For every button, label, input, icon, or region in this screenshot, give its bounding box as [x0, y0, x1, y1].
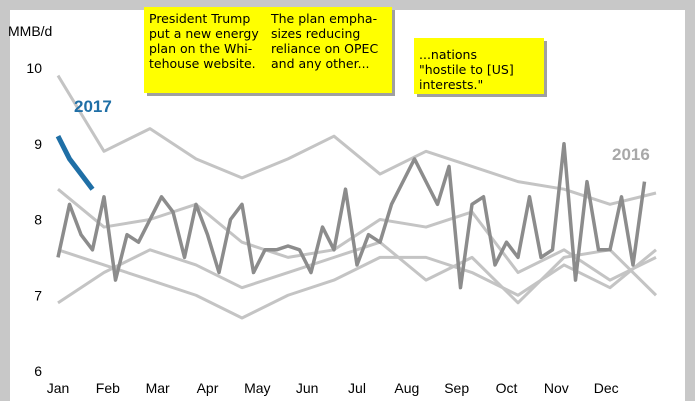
series-2016-label: 2016 [612, 145, 650, 164]
x-tick-label: Apr [197, 380, 219, 396]
annotation-note-2: The plan empha- sizes reducing reliance … [266, 7, 392, 93]
x-tick-label: Jun [296, 380, 319, 396]
y-tick-label: 7 [34, 287, 42, 303]
annotation-note-3: ...nations "hostile to [US] interests." [414, 38, 544, 94]
y-tick-label: 8 [34, 212, 42, 228]
series-2017-line [55, 135, 95, 191]
y-tick-label: 10 [26, 60, 42, 76]
x-tick-label: Sep [444, 380, 469, 396]
history-series-line [57, 240, 658, 305]
y-tick-label: 9 [34, 136, 42, 152]
history-series-line [56, 74, 657, 206]
history-series-line [57, 248, 657, 320]
y-tick-label: 6 [34, 363, 42, 379]
series-2017-label: 2017 [74, 97, 112, 116]
series-2016-line [56, 142, 647, 290]
x-tick-label: Aug [394, 380, 419, 396]
x-tick-label: Jul [348, 380, 366, 396]
history-series-line [57, 188, 657, 282]
x-tick-label: May [244, 380, 270, 396]
annotation-note-1: President Trump put a new energy plan on… [144, 7, 266, 93]
x-tick-label: Oct [496, 380, 518, 396]
x-tick-label: Dec [594, 380, 619, 396]
y-axis-label: MMB/d [8, 23, 52, 39]
x-tick-label: Nov [544, 380, 569, 396]
x-tick-label: Mar [146, 380, 170, 396]
x-tick-label: Feb [96, 380, 120, 396]
x-tick-label: Jan [47, 380, 70, 396]
